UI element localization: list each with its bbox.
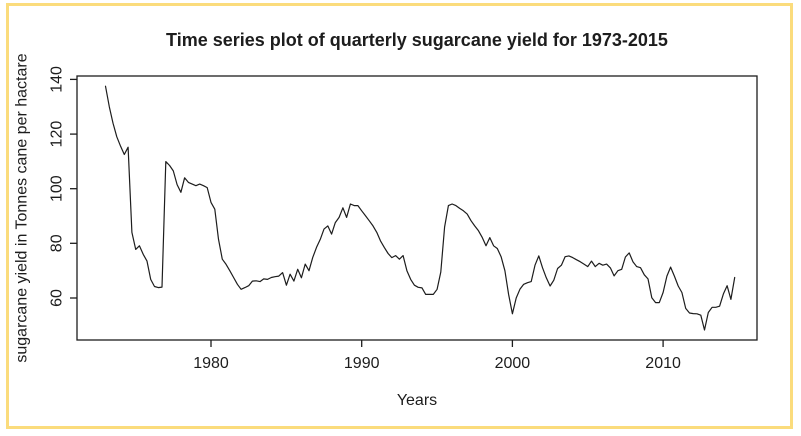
plot-frame xyxy=(76,75,758,341)
y-tick-label: 80 xyxy=(49,234,66,252)
x-tick-label: 1990 xyxy=(344,355,380,372)
figure-border xyxy=(6,3,793,429)
y-tick-label: 100 xyxy=(49,175,66,202)
y-axis-title: sugarcane yield in Tonnes cane per hacta… xyxy=(14,53,31,362)
x-tick-label: 2010 xyxy=(645,355,681,372)
y-tick-label: 140 xyxy=(49,66,66,93)
x-tick-label: 1980 xyxy=(193,355,229,372)
y-tick-label: 120 xyxy=(49,121,66,148)
sugarcane-yield-line xyxy=(104,85,736,331)
y-tick-label: 60 xyxy=(49,289,66,307)
x-tick-label: 2000 xyxy=(495,355,531,372)
x-axis-title: Years xyxy=(397,392,437,409)
axis-ticks: 1980 1990 2000 2010 60 80 100 120 140 xyxy=(49,66,681,372)
chart-title: Time series plot of quarterly sugarcane … xyxy=(166,30,668,50)
